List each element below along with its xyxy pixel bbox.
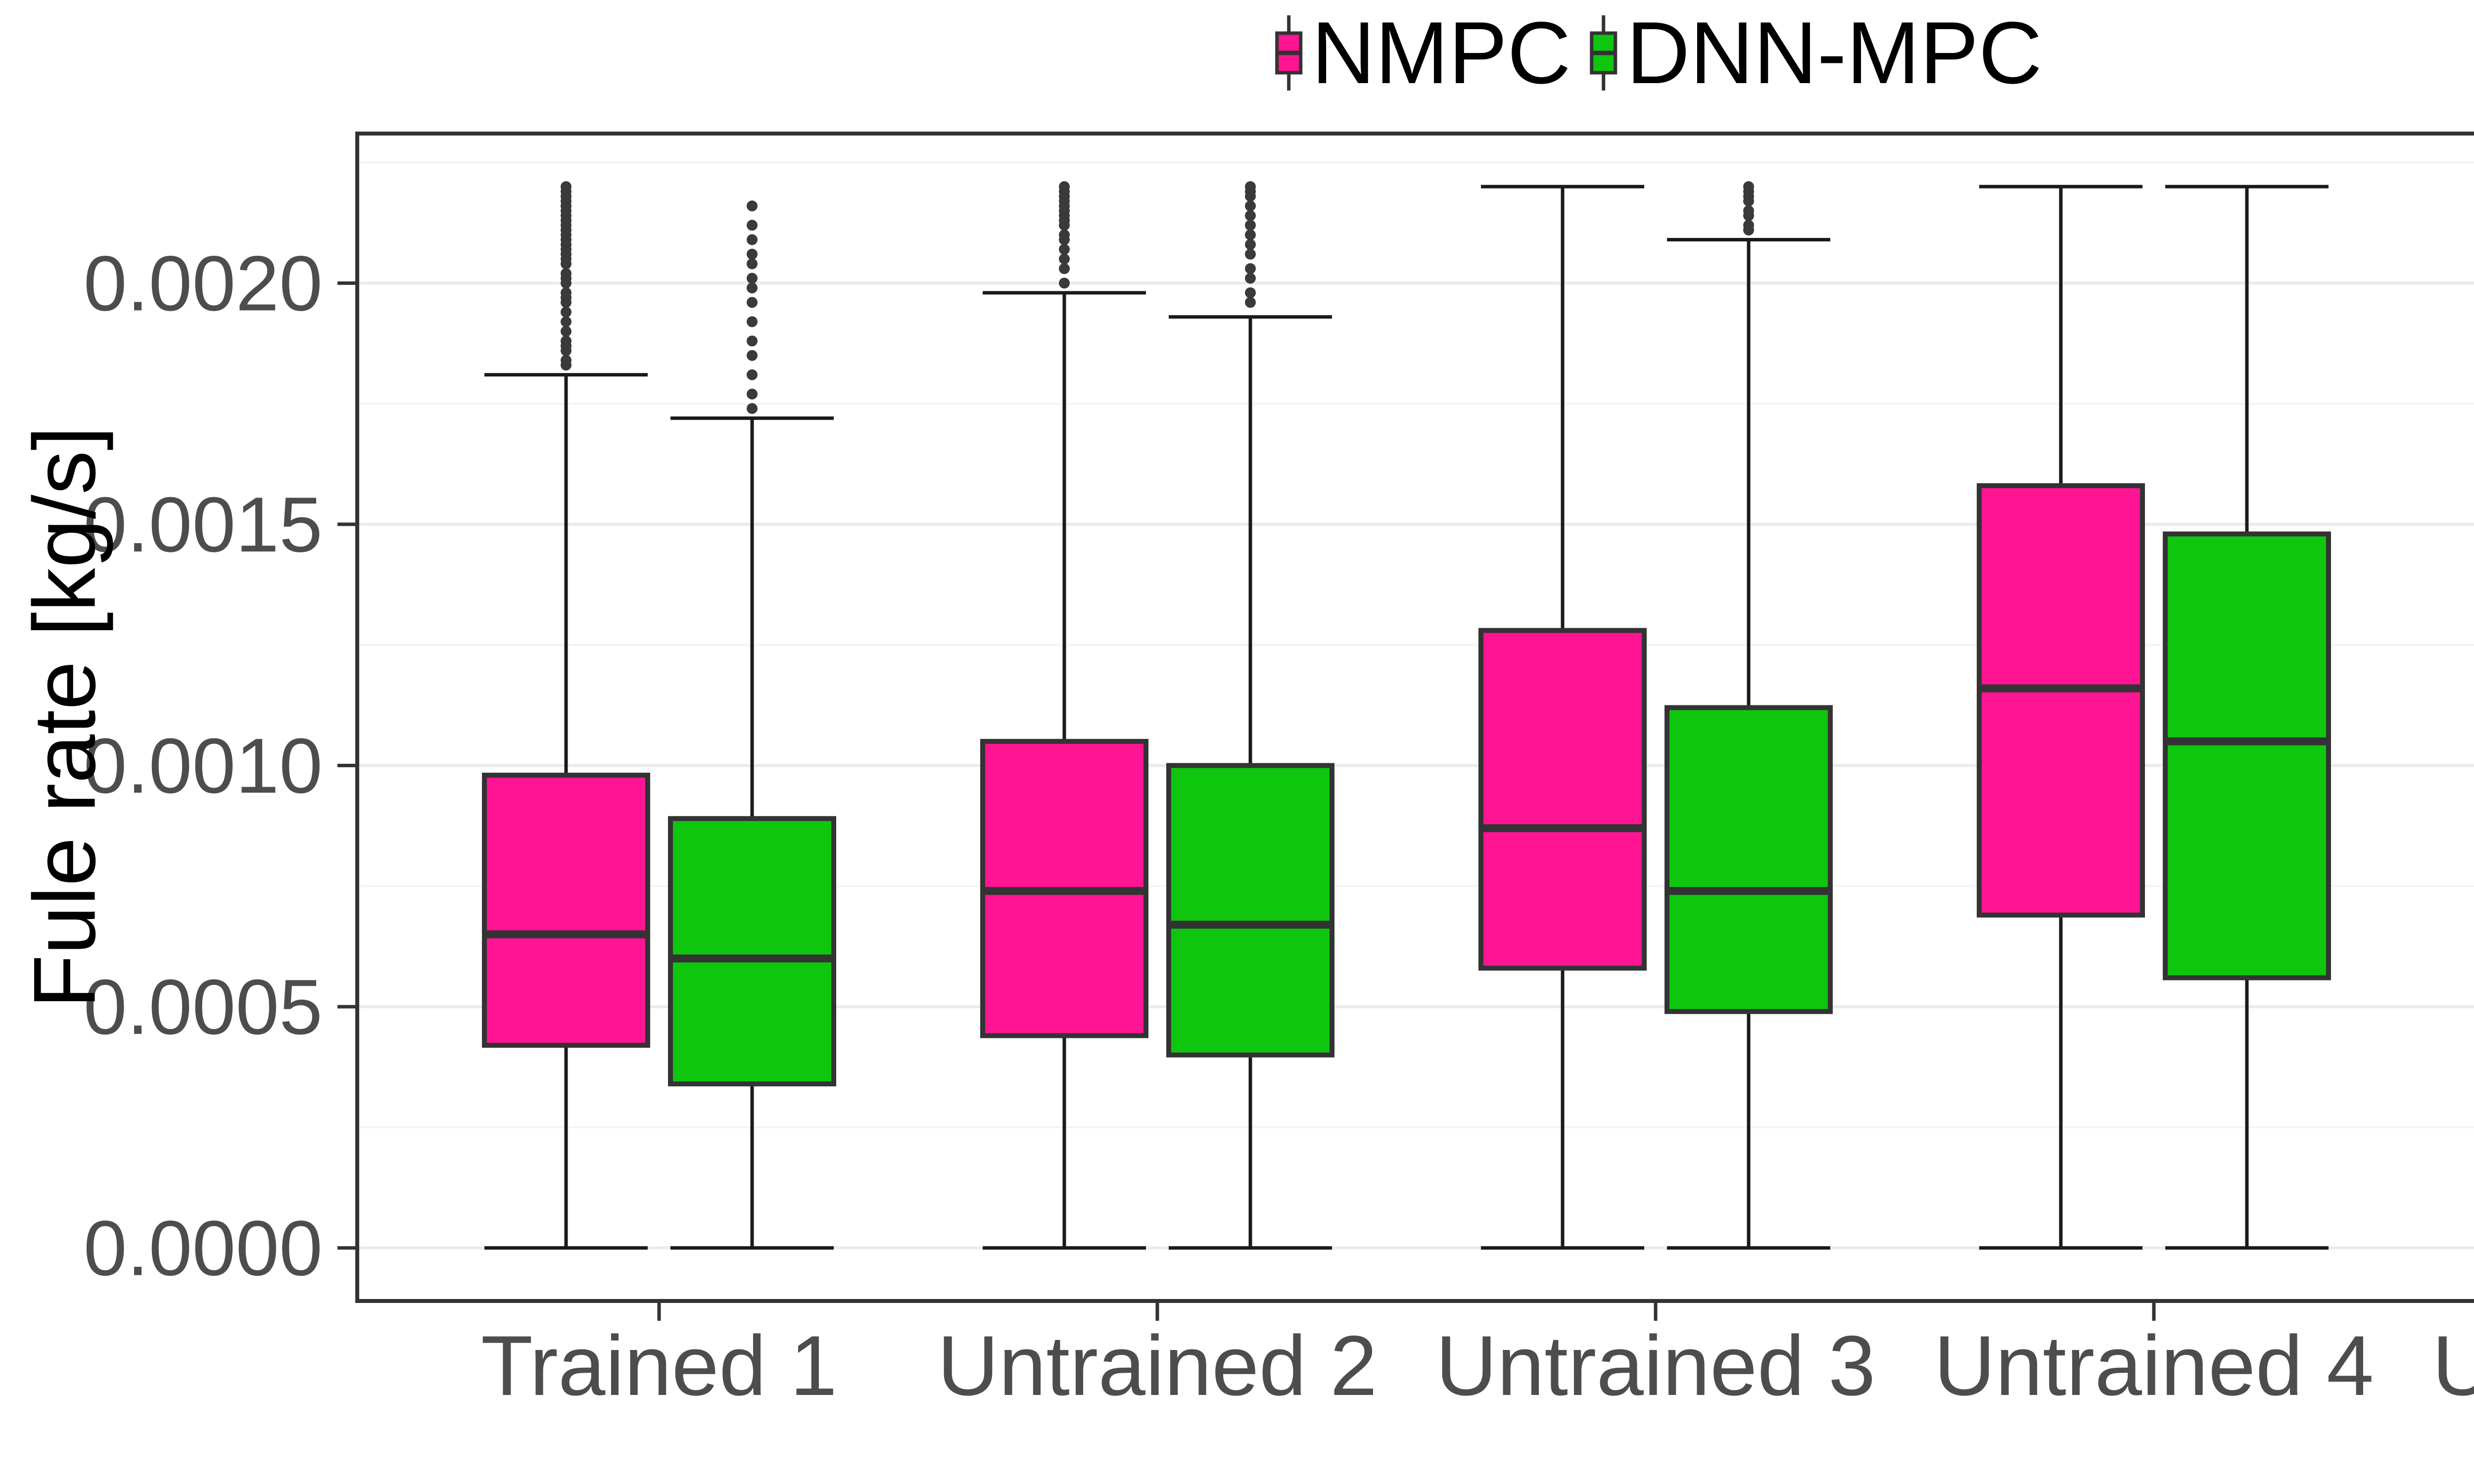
x-tick-label: Untrained 3 xyxy=(1435,1318,1875,1413)
outlier-dot-dnn-mpc xyxy=(747,258,758,270)
outlier-dot-dnn-mpc xyxy=(1245,287,1256,298)
outlier-dot-nmpc xyxy=(561,345,571,356)
outlier-dot-dnn-mpc xyxy=(1245,229,1256,240)
outlier-dot-dnn-mpc xyxy=(747,200,758,212)
outlier-dot-dnn-mpc xyxy=(747,388,758,400)
y-axis-title: Fule rate [kg/s] xyxy=(15,426,114,1009)
outlier-dot-dnn-mpc xyxy=(1245,220,1256,231)
outlier-dot-nmpc xyxy=(561,278,571,289)
outlier-dot-dnn-mpc xyxy=(747,369,758,380)
outlier-dot-dnn-mpc xyxy=(1245,248,1256,260)
box-nmpc-1 xyxy=(482,773,650,1048)
outlier-dot-nmpc xyxy=(561,360,571,371)
outlier-dot-dnn-mpc xyxy=(747,297,758,308)
outlier-dot-nmpc xyxy=(561,316,571,327)
y-tick-label: 0.0000 xyxy=(84,1205,323,1292)
outlier-dot-dnn-mpc xyxy=(1245,210,1256,221)
dnn-mpc-boxplot-key-icon xyxy=(1590,15,1618,91)
y-tick-label: 0.0010 xyxy=(84,723,323,810)
outlier-dot-nmpc xyxy=(1059,234,1070,245)
outlier-dot-dnn-mpc xyxy=(747,350,758,361)
outlier-dot-dnn-mpc xyxy=(747,273,758,284)
legend-label-dnn-mpc: DNN-MPC xyxy=(1626,3,2043,102)
outlier-dot-nmpc xyxy=(561,297,571,308)
outlier-dot-dnn-mpc xyxy=(1245,239,1256,250)
outlier-dot-dnn-mpc xyxy=(1245,273,1256,284)
outlier-dot-dnn-mpc xyxy=(747,316,758,327)
legend-label-nmpc: NMPC xyxy=(1311,3,1571,102)
box-nmpc-3 xyxy=(1478,628,1647,971)
box-nmpc-4 xyxy=(1977,483,2145,918)
legend-item-dnn-mpc: DNN-MPC xyxy=(1588,9,2042,97)
outlier-dot-nmpc xyxy=(1059,278,1070,289)
outlier-dot-nmpc xyxy=(561,306,571,318)
x-tick-label: Trained 1 xyxy=(481,1318,837,1413)
outlier-dot-dnn-mpc xyxy=(747,403,758,414)
outlier-dot-dnn-mpc xyxy=(1743,225,1754,236)
outlier-dot-dnn-mpc xyxy=(1245,200,1256,212)
outlier-dot-nmpc xyxy=(1059,253,1070,265)
outlier-dot-dnn-mpc xyxy=(747,335,758,347)
y-tick-label: 0.0015 xyxy=(84,481,323,568)
outlier-dot-dnn-mpc xyxy=(747,282,758,294)
outlier-dot-dnn-mpc xyxy=(1245,297,1256,308)
legend-item-nmpc: NMPC xyxy=(1273,9,1571,97)
outlier-dot-nmpc xyxy=(1059,244,1070,255)
chart-legend: NMPC DNN-MPC xyxy=(1273,9,2042,97)
outlier-dot-nmpc xyxy=(561,258,571,270)
box-dnn-mpc-4 xyxy=(2163,531,2331,980)
outlier-dot-nmpc xyxy=(1059,263,1070,275)
plot-panel xyxy=(357,134,2474,1301)
y-tick-label: 0.0005 xyxy=(84,964,323,1051)
outlier-dot-dnn-mpc xyxy=(1743,195,1754,207)
outlier-dot-nmpc xyxy=(1059,220,1070,231)
nmpc-boxplot-key-icon xyxy=(1275,15,1303,91)
box-dnn-mpc-1 xyxy=(668,816,836,1087)
x-tick-label: Untrained 2 xyxy=(937,1318,1377,1413)
y-tick-label: 0.0020 xyxy=(84,240,323,327)
outlier-dot-dnn-mpc xyxy=(1245,190,1256,202)
outlier-dot-dnn-mpc xyxy=(1743,210,1754,221)
outlier-dot-nmpc xyxy=(561,325,571,337)
outlier-dot-dnn-mpc xyxy=(747,248,758,260)
outlier-dot-dnn-mpc xyxy=(1245,263,1256,275)
x-tick-label: Untrained 4 xyxy=(1934,1318,2374,1413)
box-dnn-mpc-3 xyxy=(1665,705,1833,1014)
box-dnn-mpc-2 xyxy=(1166,763,1334,1058)
outlier-dot-dnn-mpc xyxy=(747,220,758,231)
outlier-dot-dnn-mpc xyxy=(747,234,758,245)
x-tick-label: Untrained 5 xyxy=(2432,1318,2474,1413)
